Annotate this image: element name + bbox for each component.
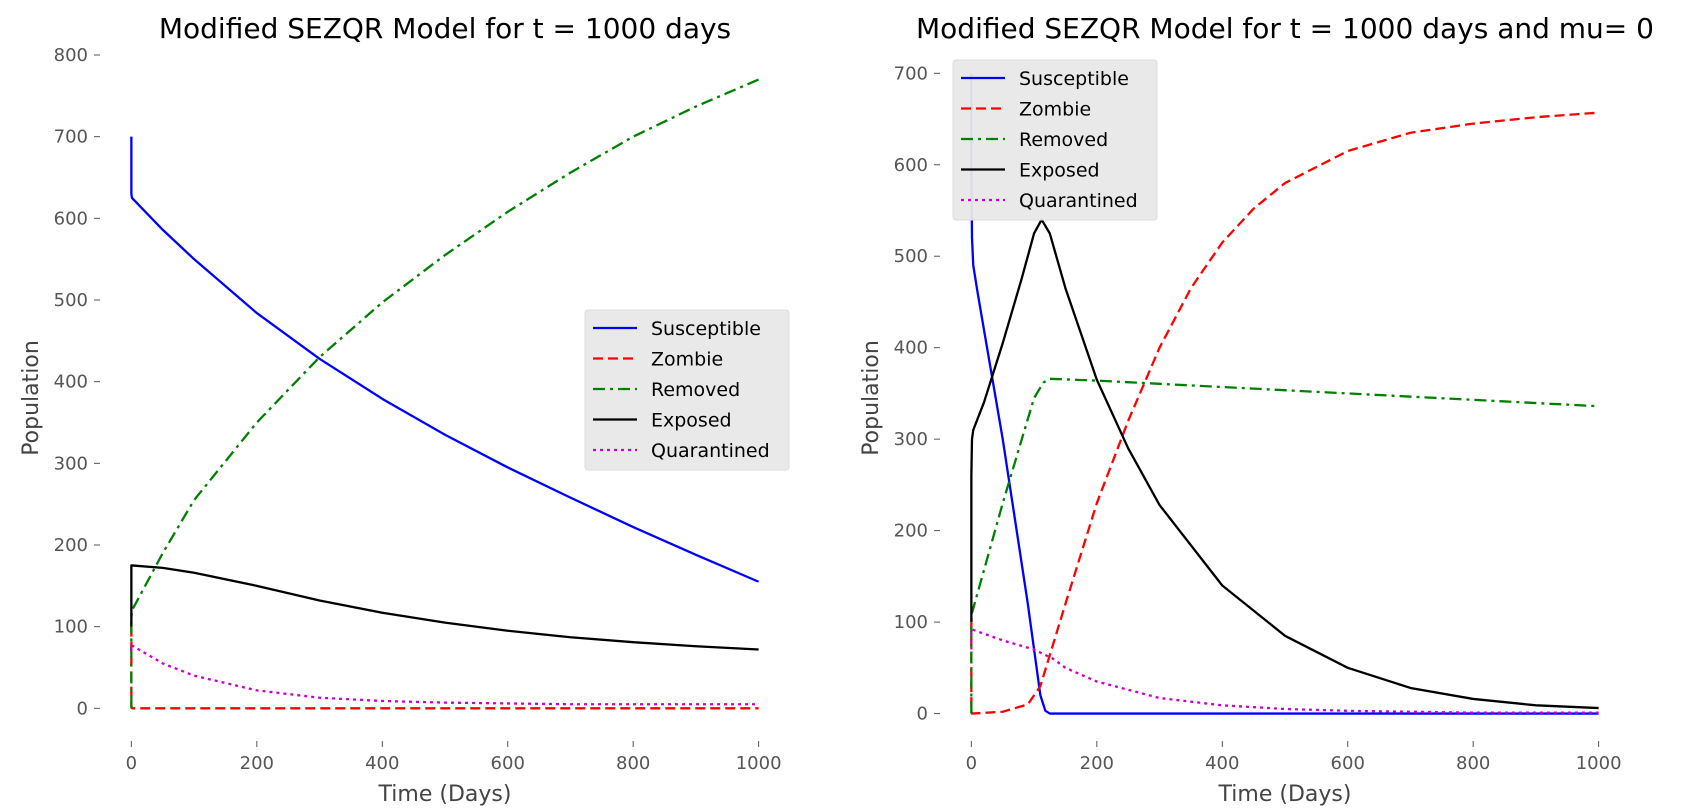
y-tick-label: 600 bbox=[894, 155, 928, 176]
x-tick-label: 600 bbox=[1331, 753, 1365, 774]
series-line-zombie bbox=[130, 626, 759, 710]
series-line-zombie bbox=[970, 111, 1599, 715]
x-tick-label: 600 bbox=[491, 753, 525, 774]
series-line-removed bbox=[130, 78, 760, 709]
legend-label-exposed: Exposed bbox=[1019, 160, 1100, 182]
y-tick-label: 500 bbox=[54, 290, 88, 311]
legend-box bbox=[584, 309, 790, 471]
y-tick-label: 700 bbox=[54, 127, 88, 148]
y-tick-label: 200 bbox=[54, 535, 88, 556]
legend-label-quarantined: Quarantined bbox=[651, 440, 770, 462]
x-tick-label: 0 bbox=[966, 753, 977, 774]
y-tick-label: 100 bbox=[894, 612, 928, 633]
legend-label-quarantined: Quarantined bbox=[1019, 190, 1138, 212]
legend-label-exposed: Exposed bbox=[651, 410, 732, 432]
legend-box bbox=[952, 59, 1158, 221]
legend: Susceptible Zombie Removed Exposed Quarantin… bbox=[584, 309, 790, 471]
x-tick-label: 1000 bbox=[1576, 753, 1622, 774]
x-axis-label: Time (Days) bbox=[1218, 782, 1352, 807]
y-tick-label: 100 bbox=[54, 617, 88, 638]
x-axis-label: Time (Days) bbox=[378, 782, 512, 807]
x-tick-label: 1000 bbox=[736, 753, 782, 774]
legend-label-removed: Removed bbox=[1019, 129, 1108, 151]
legend-label-susceptible: Susceptible bbox=[1019, 68, 1129, 90]
series-line-exposed bbox=[130, 564, 759, 651]
legend-label-zombie: Zombie bbox=[651, 349, 723, 371]
x-tick-label: 400 bbox=[365, 753, 399, 774]
x-tick-label: 800 bbox=[616, 753, 650, 774]
x-tick-label: 200 bbox=[240, 753, 274, 774]
chart-title: Modified SEZQR Model for t = 1000 days a… bbox=[916, 12, 1654, 45]
y-tick-label: 300 bbox=[894, 429, 928, 450]
x-tick-label: 200 bbox=[1080, 753, 1114, 774]
chart-panel-1: Modified SEZQR Model for t = 1000 days 0 1… bbox=[19, 12, 790, 807]
y-tick-label: 200 bbox=[894, 521, 928, 542]
x-tick-label: 400 bbox=[1205, 753, 1239, 774]
legend: Susceptible Zombie Removed Exposed Quarantin… bbox=[952, 59, 1158, 221]
y-tick-label: 0 bbox=[77, 698, 88, 719]
series-line-exposed bbox=[970, 218, 1599, 710]
legend-label-removed: Removed bbox=[651, 379, 740, 401]
series-line-removed bbox=[970, 377, 1599, 714]
y-tick-label: 800 bbox=[54, 45, 88, 66]
chart-title: Modified SEZQR Model for t = 1000 days bbox=[159, 12, 731, 45]
y-axis-label: Population bbox=[19, 340, 44, 456]
legend-label-zombie: Zombie bbox=[1019, 99, 1091, 121]
series-line-quarantined bbox=[970, 628, 1599, 714]
x-tick-label: 0 bbox=[126, 753, 137, 774]
y-tick-label: 600 bbox=[54, 208, 88, 229]
series-line-quarantined bbox=[130, 643, 759, 706]
y-axis-label: Population bbox=[859, 340, 884, 456]
y-tick-label: 400 bbox=[54, 372, 88, 393]
y-tick-label: 700 bbox=[894, 63, 928, 84]
series-line-susceptible bbox=[130, 136, 760, 583]
chart-panel-2: Modified SEZQR Model for t = 1000 days a… bbox=[859, 12, 1654, 807]
legend-label-susceptible: Susceptible bbox=[651, 318, 761, 340]
y-tick-label: 0 bbox=[917, 704, 928, 725]
y-tick-label: 400 bbox=[894, 338, 928, 359]
y-tick-label: 500 bbox=[894, 246, 928, 267]
y-tick-label: 300 bbox=[54, 453, 88, 474]
x-tick-label: 800 bbox=[1456, 753, 1490, 774]
